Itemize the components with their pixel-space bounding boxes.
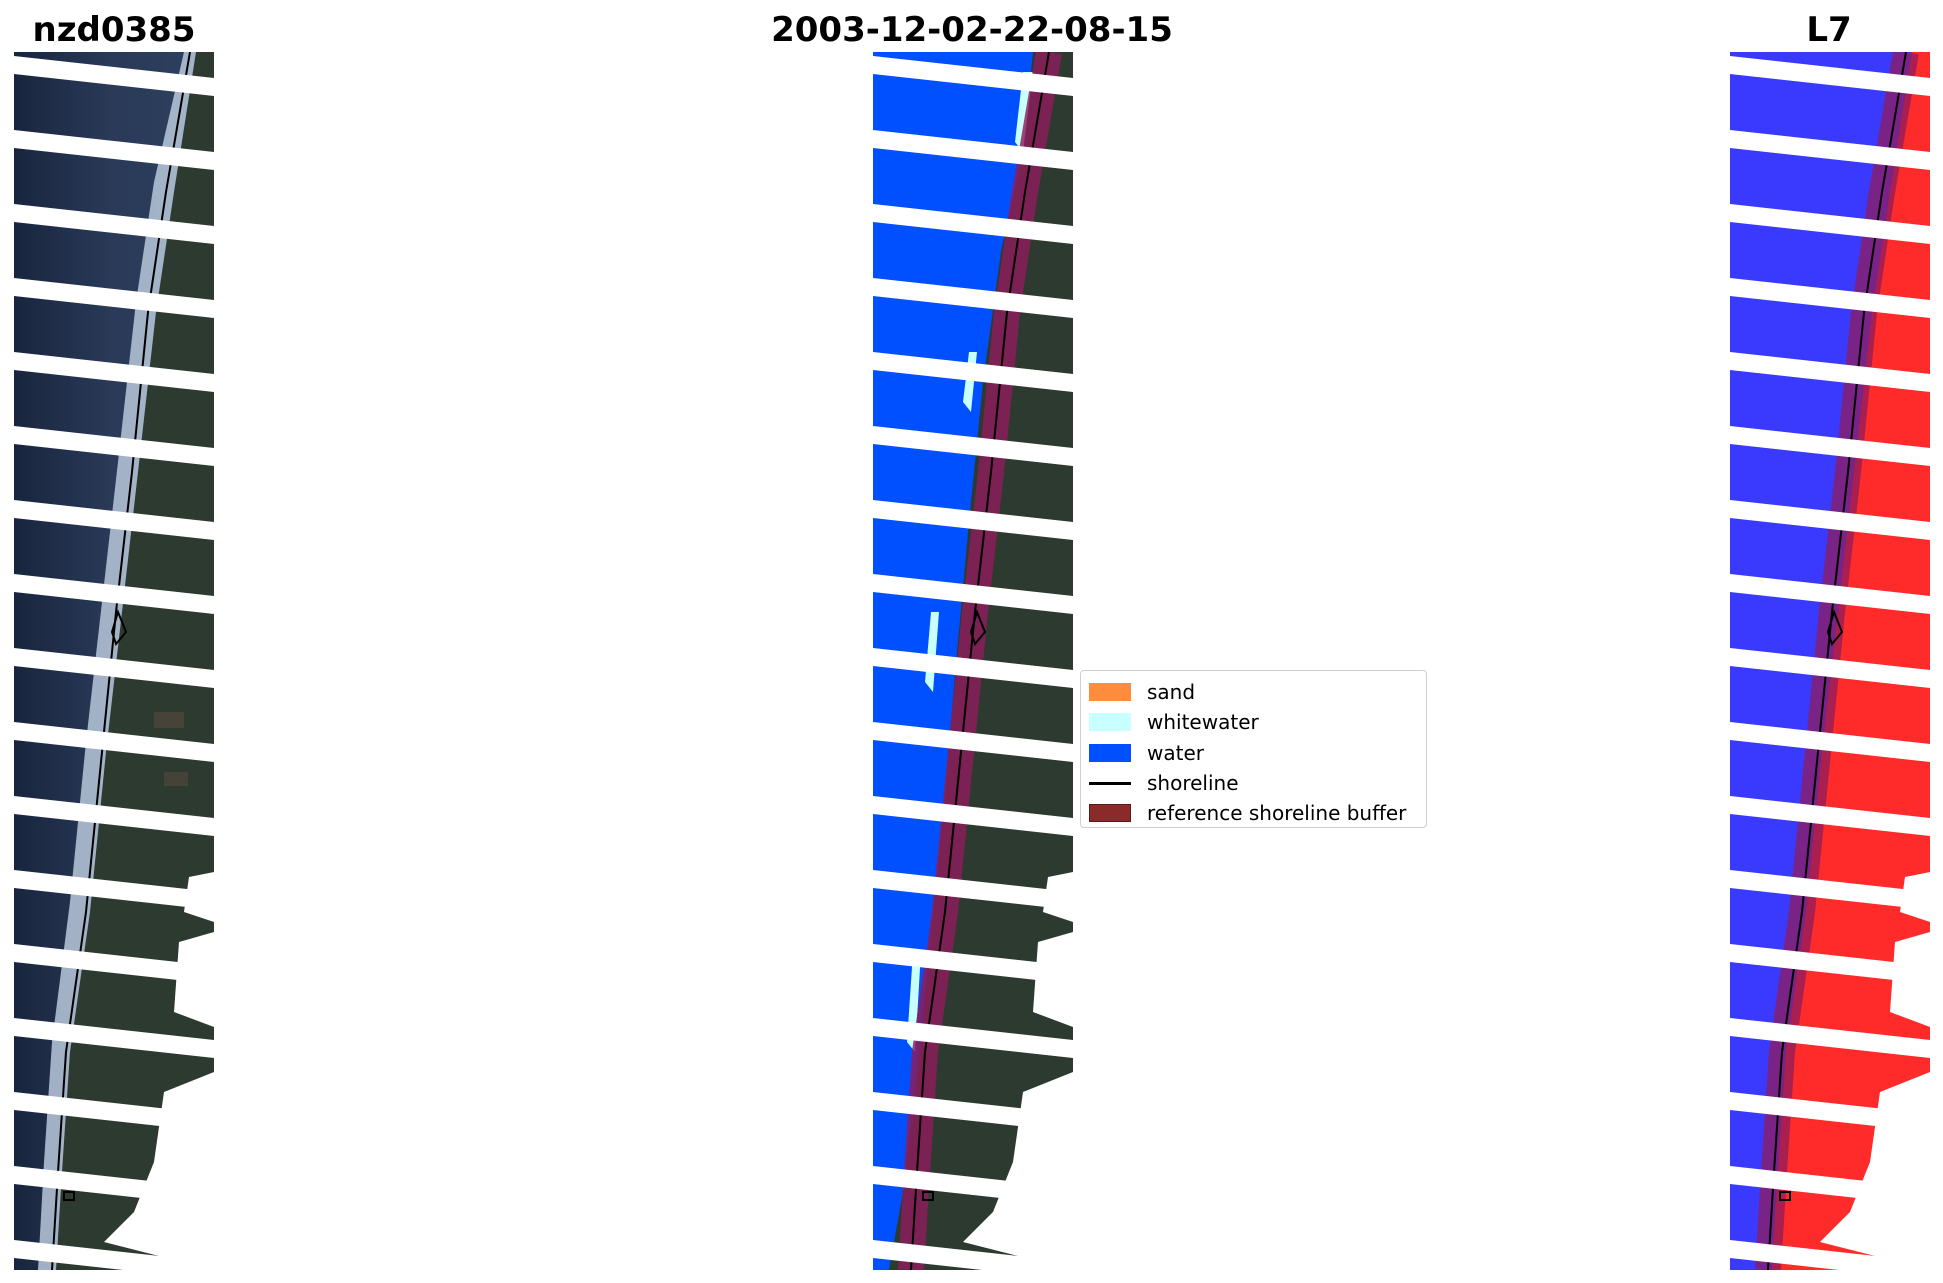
legend-item-shoreline: shoreline [1089,768,1426,798]
whitewater-swatch [1089,713,1131,732]
legend-label: shoreline [1147,771,1239,796]
water-swatch [1089,743,1131,762]
title-satellite: L7 [1806,10,1852,50]
legend-label: reference shoreline buffer [1147,801,1407,826]
rgb-image-panel [14,52,214,1270]
legend-item-water: water [1089,738,1426,768]
legend-label: water [1147,740,1204,765]
title-date: 2003-12-02-22-08-15 [771,10,1173,50]
title-image-name: nzd0385 [32,10,196,50]
legend-label: sand [1147,680,1196,705]
legend: sand whitewater water shoreline referenc… [1080,670,1427,828]
mndwi-image-panel [1730,52,1930,1270]
shoreline-line-swatch [1089,781,1131,785]
legend-item-sand: sand [1089,677,1426,707]
sand-swatch [1089,683,1131,702]
legend-label: whitewater [1147,710,1259,735]
legend-item-buffer: reference shoreline buffer [1089,798,1426,828]
buffer-swatch [1089,804,1131,823]
classified-image-panel [873,52,1073,1270]
legend-item-whitewater: whitewater [1089,707,1426,737]
